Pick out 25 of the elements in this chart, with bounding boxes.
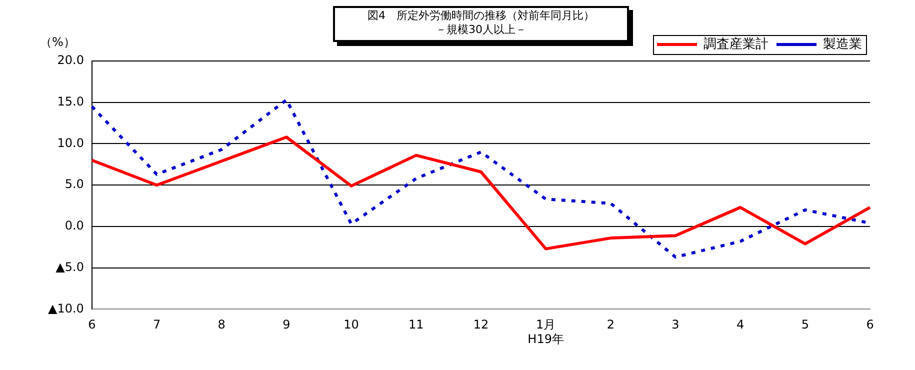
x-tick-label: 11 <box>408 318 424 332</box>
y-tick-label: 10.0 <box>57 136 84 150</box>
x-tick-label: 8 <box>218 318 226 332</box>
y-tick-label: 15.0 <box>57 94 84 108</box>
y-axis-title: （%） <box>40 35 76 50</box>
x-tick-label: 10 <box>344 318 359 332</box>
x-tick-label: 6 <box>88 318 96 332</box>
y-tick-label: ▲10.0 <box>48 301 84 316</box>
x-tick-label: 5 <box>801 318 809 332</box>
chart-subtitle: －規模30人以上－ <box>434 23 528 37</box>
x-tick-label: 12 <box>473 318 489 332</box>
x-tick-label: 4 <box>736 318 744 332</box>
chart-title: 図4 所定外労働時間の推移（対前年同月比） <box>366 9 596 23</box>
x-tick-label: 7 <box>152 318 161 332</box>
y-tick-label: 20.0 <box>57 53 84 68</box>
x-tick-label: 3 <box>672 318 680 332</box>
legend-label: 製造業 <box>823 36 862 52</box>
y-tick-label: ▲5.0 <box>56 260 84 274</box>
x-tick-label: 1月 H19年 <box>528 318 564 346</box>
x-tick-label: 6 <box>866 318 874 332</box>
x-tick-label: 2 <box>606 318 614 332</box>
y-tick-label: 5.0 <box>64 177 84 192</box>
y-tick-label: 0.0 <box>64 218 84 233</box>
legend-label: 調査産業計 <box>704 36 768 52</box>
x-tick-label: 9 <box>282 318 290 332</box>
